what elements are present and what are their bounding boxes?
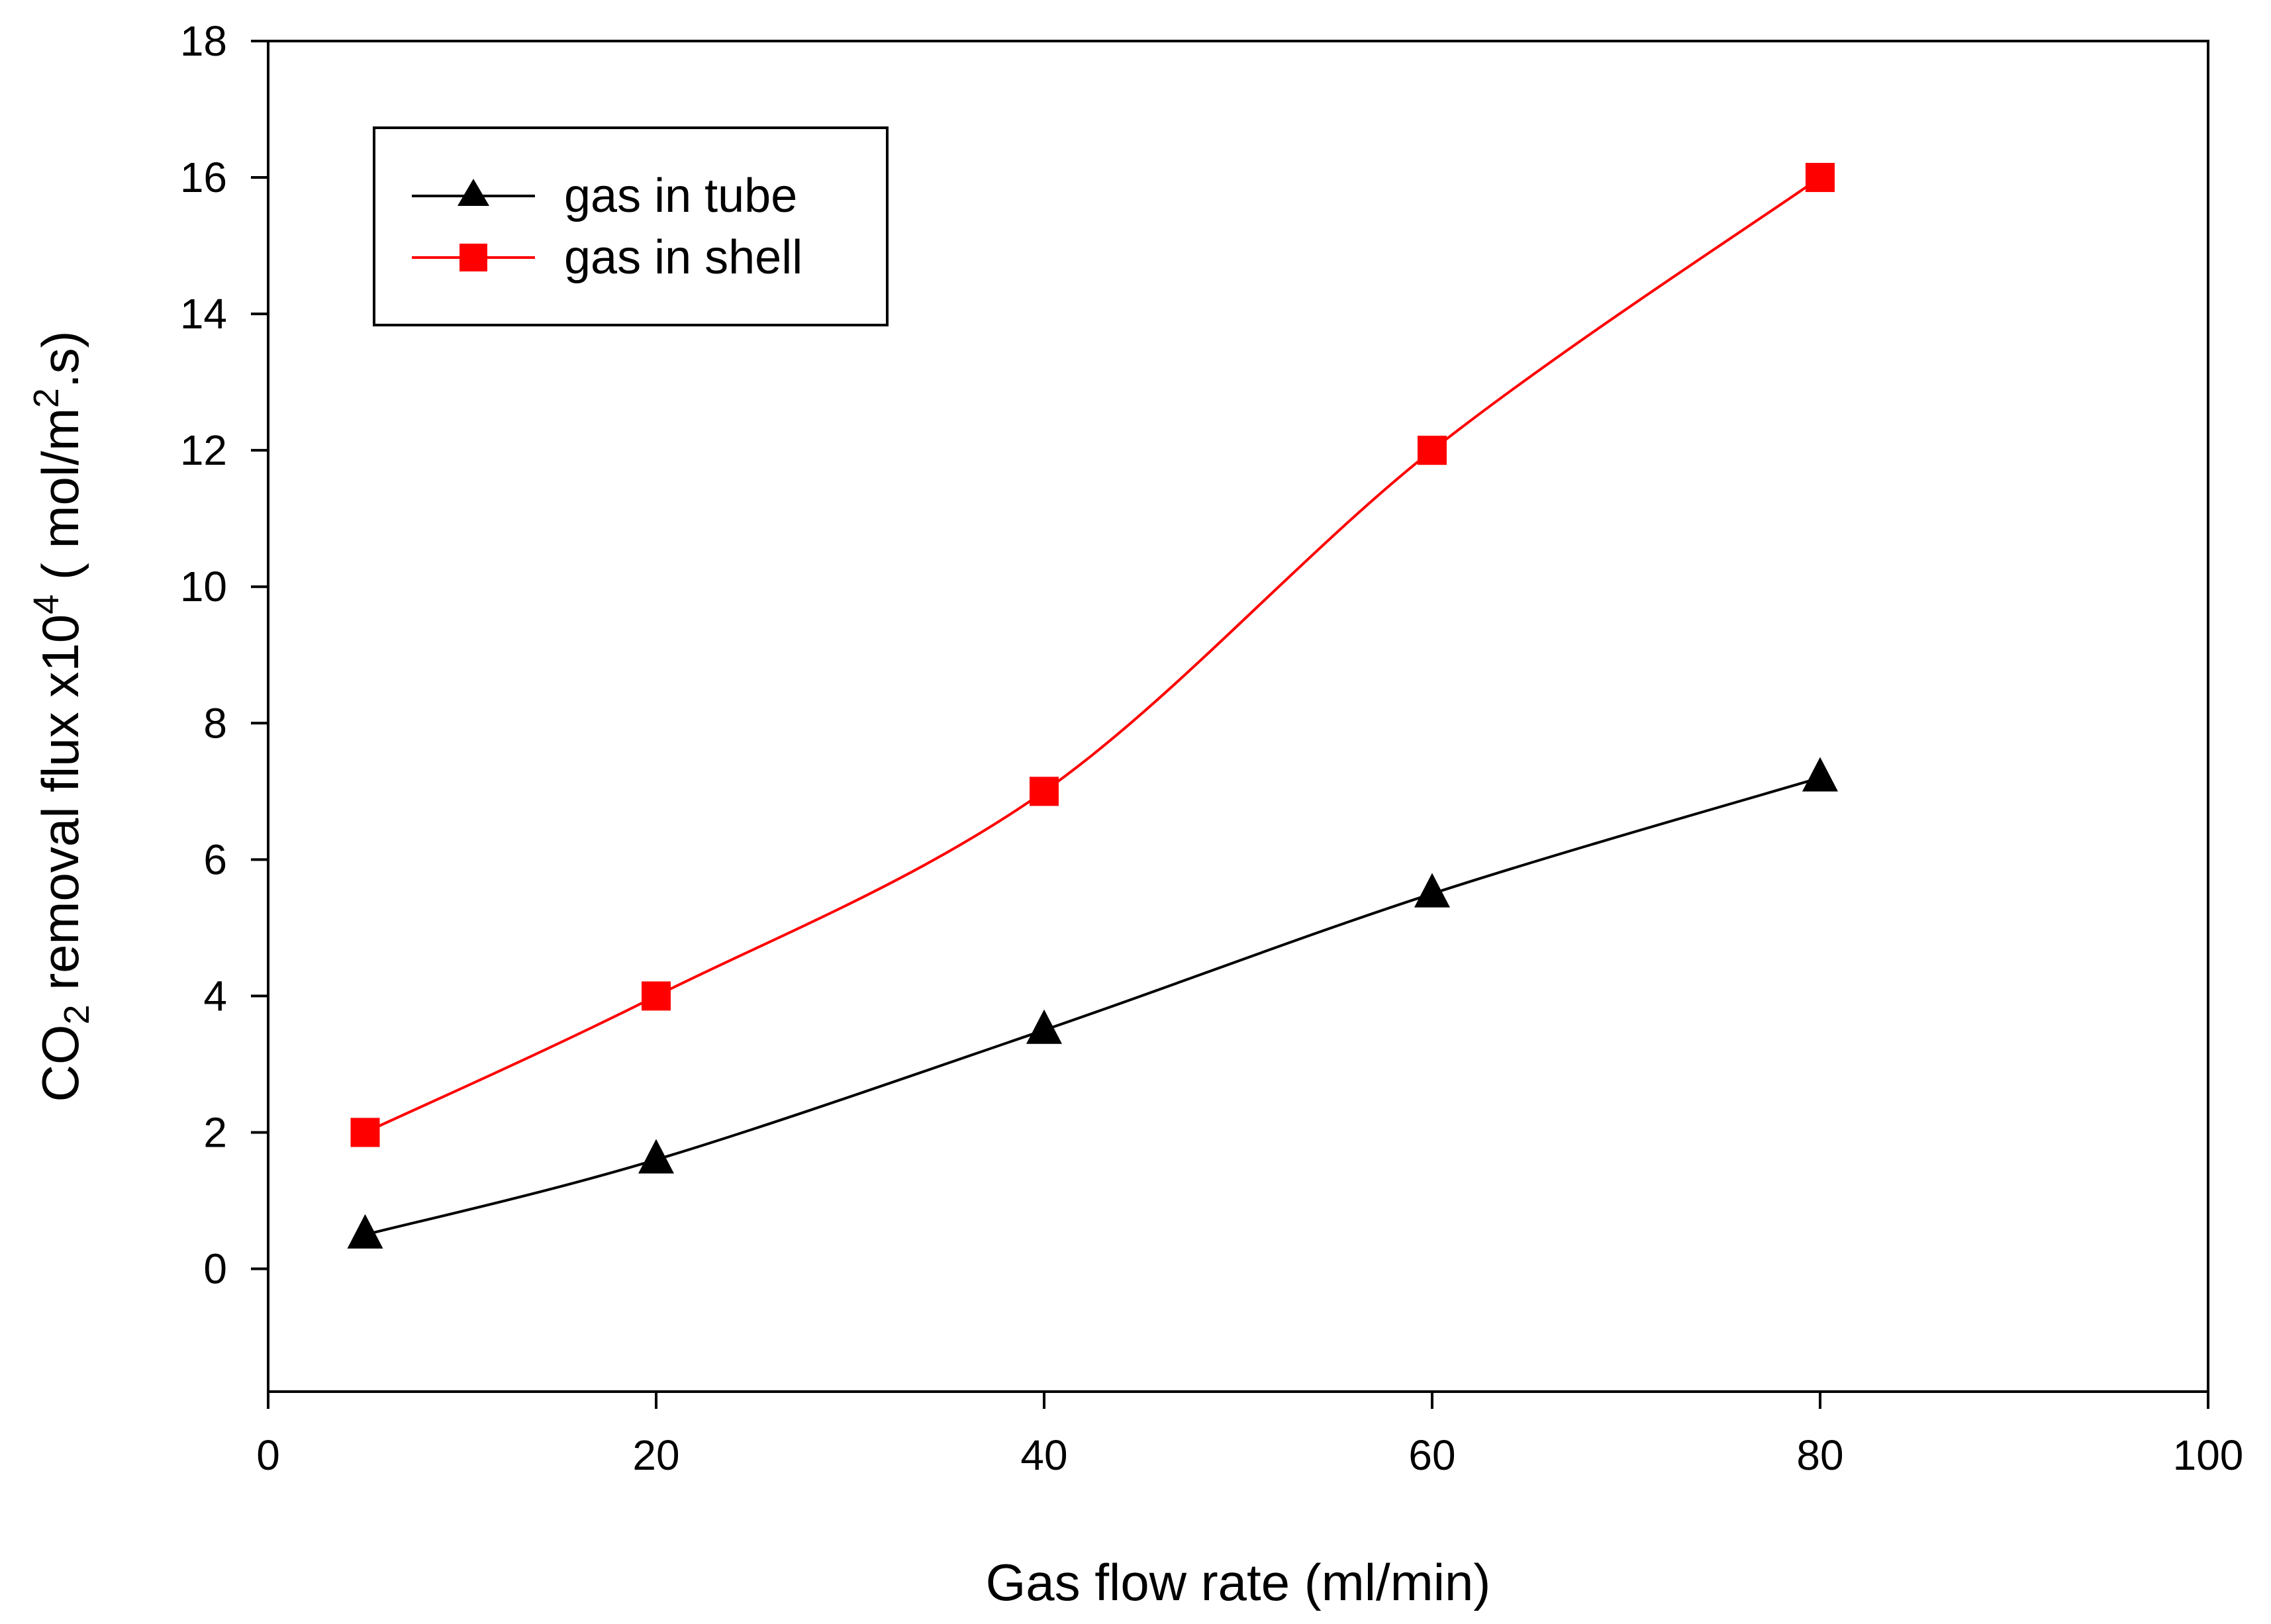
- y-axis-title-unit-prefix: ( mol/m: [31, 408, 89, 595]
- y-tick-label: 10: [180, 563, 227, 610]
- data-point-gas-in-shell: [1418, 436, 1447, 465]
- y-tick-label: 6: [203, 836, 227, 883]
- y-tick-label: 12: [180, 426, 227, 474]
- x-tick-label: 100: [2173, 1431, 2244, 1479]
- x-axis: 0 20 40 60 80 100: [256, 1392, 2243, 1479]
- y-axis-title-subscript: 2: [57, 1004, 97, 1024]
- legend-label-gas-in-shell: gas in shell: [564, 231, 802, 284]
- legend-box: [373, 126, 889, 326]
- legend-marker-gas-in-shell: [459, 244, 487, 271]
- data-point-gas-in-shell: [642, 981, 671, 1011]
- y-axis-title-unit-suffix: .s): [31, 330, 89, 388]
- y-axis: 0 2 4 6 8 10 12 14 16 18: [180, 17, 268, 1293]
- series-line-gas-in-shell: [364, 176, 1821, 1134]
- y-axis-title-prefix: CO: [31, 1025, 89, 1102]
- data-point-gas-in-shell: [1806, 163, 1835, 193]
- y-tick-label: 2: [203, 1108, 227, 1156]
- y-tick-label: 8: [203, 699, 227, 747]
- x-tick-label: 40: [1020, 1431, 1067, 1479]
- y-axis-title-superscript-2: 2: [26, 388, 66, 408]
- y-tick-label: 0: [203, 1245, 227, 1293]
- y-tick-label: 16: [180, 154, 227, 201]
- y-tick-label: 18: [180, 17, 227, 65]
- series-layer: [347, 163, 1838, 1249]
- legend: gas in tube gas in shell: [373, 126, 889, 326]
- data-point-gas-in-tube: [1414, 873, 1450, 908]
- y-axis-title-middle: removal flux x10: [31, 614, 89, 1005]
- y-axis-title-superscript-1: 4: [26, 595, 66, 614]
- y-tick-label: 4: [203, 972, 227, 1020]
- data-point-gas-in-tube: [638, 1139, 674, 1174]
- x-tick-label: 20: [632, 1431, 679, 1479]
- data-point-gas-in-tube: [1026, 1009, 1062, 1044]
- data-point-gas-in-shell: [350, 1118, 380, 1147]
- y-axis-title: CO2 removal flux x104 ( mol/m2.s): [26, 330, 97, 1102]
- data-point-gas-in-tube: [347, 1214, 383, 1249]
- data-point-gas-in-shell: [1030, 777, 1059, 806]
- x-tick-label: 80: [1796, 1431, 1843, 1479]
- x-tick-label: 60: [1408, 1431, 1455, 1479]
- x-axis-title: Gas flow rate (ml/min): [986, 1553, 1491, 1611]
- legend-marker-gas-in-tube: [458, 179, 489, 206]
- legend-label-gas-in-tube: gas in tube: [564, 169, 797, 222]
- y-tick-label: 14: [180, 290, 227, 338]
- data-point-gas-in-tube: [1802, 757, 1838, 792]
- x-tick-label: 0: [256, 1431, 280, 1479]
